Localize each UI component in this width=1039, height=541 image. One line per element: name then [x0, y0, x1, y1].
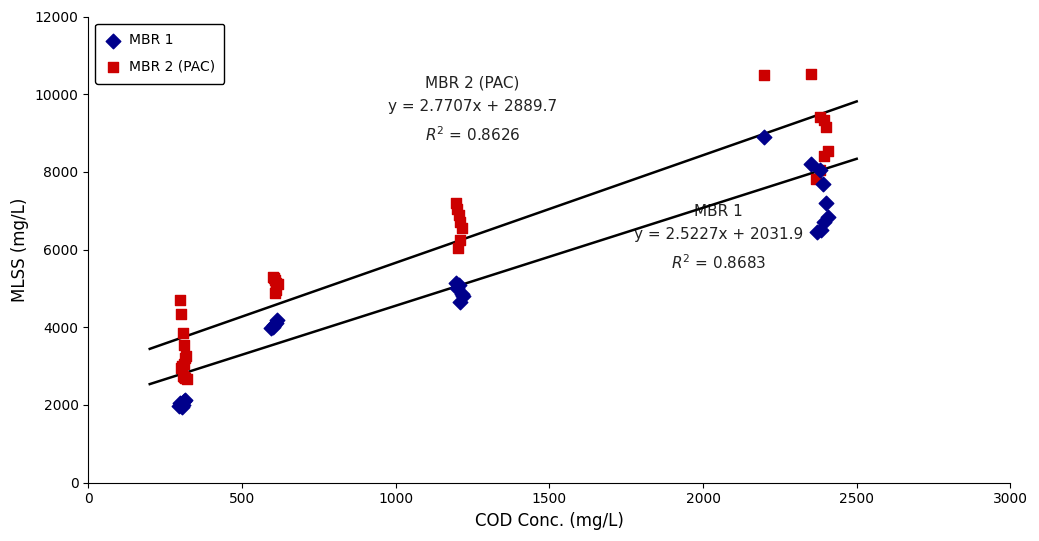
MBR 2 (PAC) [816, 151, 832, 160]
Legend: MBR 1, MBR 2 (PAC): MBR 1, MBR 2 (PAC) [96, 24, 224, 83]
MBR 1 [269, 315, 286, 324]
MBR 1 [170, 401, 187, 410]
MBR 2 (PAC) [179, 374, 195, 383]
MBR 1 [176, 397, 192, 405]
MBR 1 [452, 298, 469, 306]
MBR 1 [447, 278, 463, 287]
MBR 1 [802, 160, 819, 168]
MBR 1 [816, 218, 832, 227]
MBR 2 (PAC) [266, 274, 283, 282]
MBR 1 [811, 166, 828, 174]
Text: MBR 1
y = 2.5227x + 2031.9
$R^2$ = 0.8683: MBR 1 y = 2.5227x + 2031.9 $R^2$ = 0.868… [634, 204, 803, 272]
MBR 2 (PAC) [447, 199, 463, 207]
MBR 2 (PAC) [268, 278, 285, 287]
Text: MBR 2 (PAC)
y = 2.7707x + 2889.7
$R^2$ = 0.8626: MBR 2 (PAC) y = 2.7707x + 2889.7 $R^2$ =… [388, 76, 557, 144]
MBR 2 (PAC) [811, 113, 828, 121]
MBR 2 (PAC) [178, 352, 194, 361]
MBR 2 (PAC) [266, 289, 283, 298]
MBR 1 [175, 401, 191, 410]
MBR 2 (PAC) [269, 280, 286, 288]
MBR 1 [263, 324, 279, 332]
MBR 2 (PAC) [177, 373, 193, 381]
MBR 2 (PAC) [174, 362, 190, 371]
MBR 2 (PAC) [172, 364, 189, 372]
MBR 2 (PAC) [452, 217, 469, 226]
MBR 2 (PAC) [807, 175, 824, 183]
MBR 1 [449, 284, 465, 293]
MBR 2 (PAC) [756, 70, 773, 79]
MBR 2 (PAC) [267, 275, 284, 284]
MBR 2 (PAC) [812, 166, 829, 174]
MBR 1 [264, 323, 281, 332]
MBR 2 (PAC) [802, 70, 819, 78]
MBR 2 (PAC) [172, 309, 189, 318]
MBR 2 (PAC) [177, 354, 193, 362]
MBR 1 [818, 199, 834, 207]
MBR 2 (PAC) [451, 235, 468, 244]
MBR 1 [815, 179, 831, 188]
MBR 2 (PAC) [176, 360, 192, 368]
MBR 2 (PAC) [175, 329, 191, 338]
MBR 1 [756, 133, 773, 141]
X-axis label: COD Conc. (mg/L): COD Conc. (mg/L) [475, 512, 623, 530]
MBR 1 [453, 290, 470, 299]
MBR 1 [814, 226, 830, 234]
MBR 2 (PAC) [450, 210, 467, 219]
MBR 2 (PAC) [264, 273, 281, 281]
MBR 1 [267, 319, 284, 328]
MBR 2 (PAC) [453, 224, 470, 233]
MBR 1 [174, 403, 190, 411]
MBR 2 (PAC) [175, 372, 191, 380]
MBR 2 (PAC) [819, 146, 835, 155]
MBR 2 (PAC) [172, 296, 189, 305]
MBR 2 (PAC) [177, 373, 193, 382]
MBR 2 (PAC) [449, 204, 465, 213]
MBR 1 [450, 280, 467, 289]
MBR 1 [177, 396, 193, 405]
MBR 1 [819, 212, 835, 221]
MBR 2 (PAC) [176, 340, 192, 349]
MBR 1 [172, 399, 189, 407]
MBR 2 (PAC) [818, 123, 834, 131]
MBR 2 (PAC) [816, 115, 832, 124]
MBR 2 (PAC) [450, 243, 467, 252]
MBR 1 [808, 228, 825, 236]
MBR 1 [266, 321, 283, 329]
MBR 2 (PAC) [268, 286, 285, 295]
MBR 1 [455, 292, 472, 301]
Y-axis label: MLSS (mg/L): MLSS (mg/L) [11, 197, 29, 302]
